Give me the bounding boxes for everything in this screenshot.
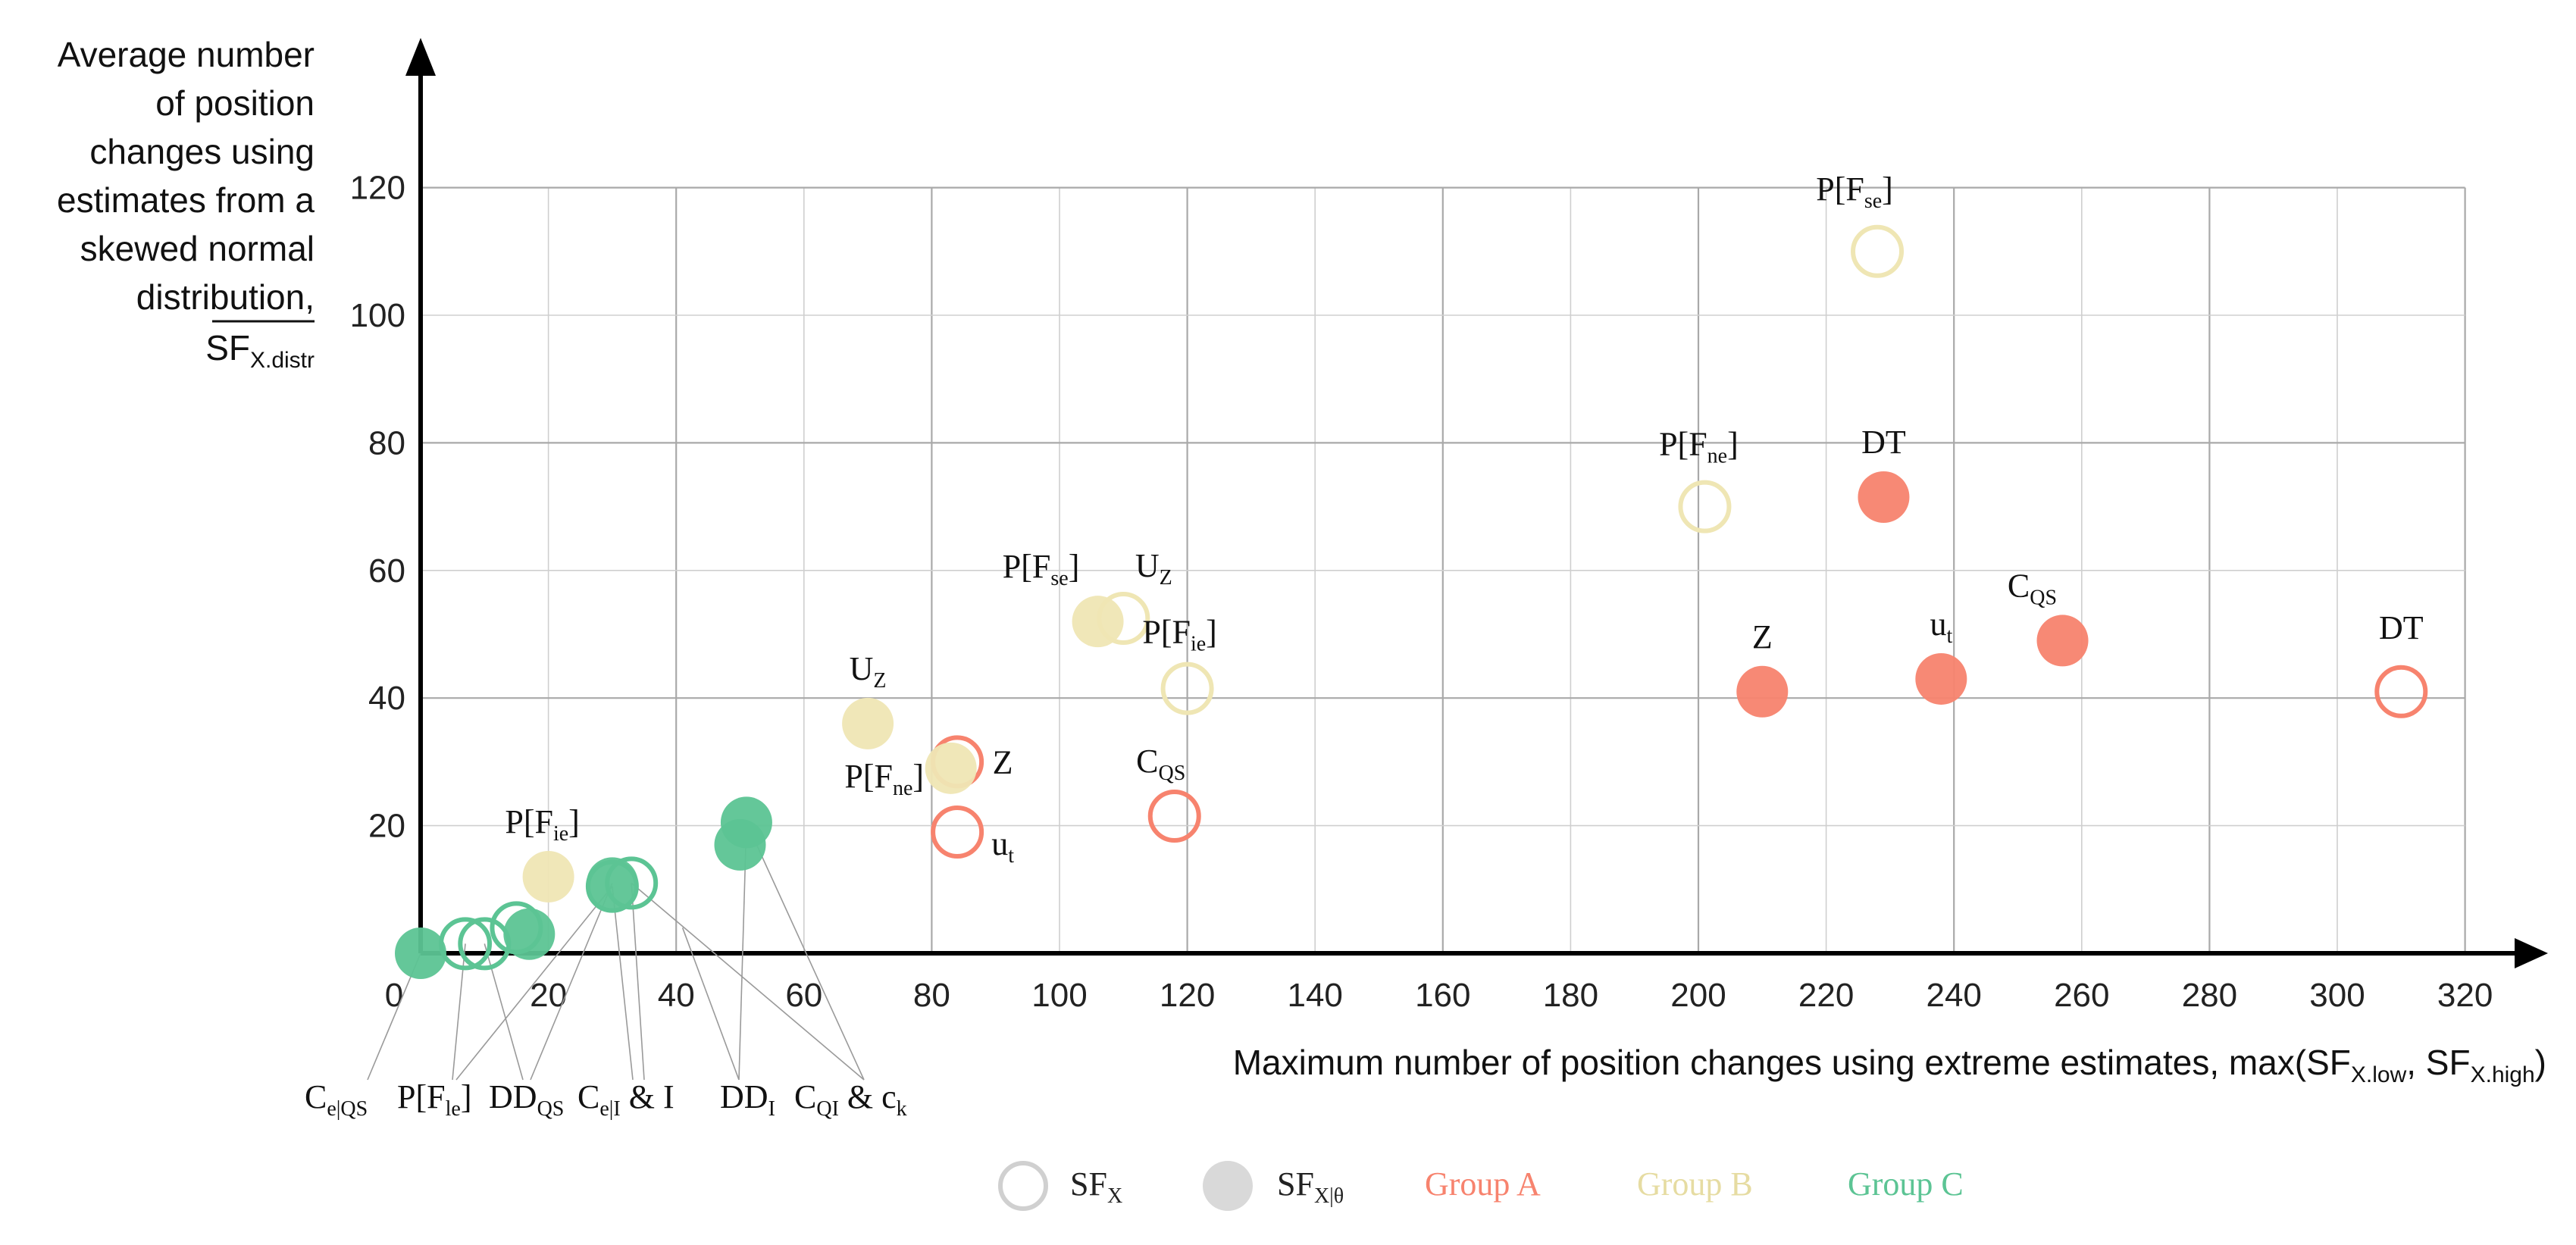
- y-tick-label-100: 100: [350, 297, 405, 334]
- callout-leader-3: [484, 943, 524, 1081]
- point-label-group-b-3: UZ: [1135, 547, 1172, 590]
- point-group-a-3: [1915, 652, 1967, 705]
- legend-sfxtheta-label: SFX|θ: [1277, 1165, 1344, 1208]
- point-label-group-b-2: P[Fie]: [1142, 614, 1216, 656]
- point-label-group-a-4: Z: [1752, 618, 1773, 655]
- x-tick-label-240: 240: [1926, 977, 1981, 1014]
- y-tick-label-60: 60: [368, 552, 405, 590]
- callout-leader-8: [681, 927, 740, 1081]
- axes: [405, 38, 2548, 968]
- point-label-group-a-6: Z: [993, 743, 1013, 780]
- point-label-group-a-1: DT: [1861, 424, 1906, 461]
- point-group-b-0: [1851, 224, 1905, 278]
- callout-label-ddqs: DDQS: [489, 1078, 564, 1121]
- y-axis-title-line-4: estimates from a: [57, 180, 315, 220]
- point-group-c-7: [586, 857, 638, 909]
- callout-label-ceqs: Ce|QS: [305, 1078, 368, 1121]
- x-tick-label-280: 280: [2182, 977, 2237, 1014]
- x-tick-label-0: 0: [385, 977, 403, 1014]
- x-axis-title: Maximum number of position changes using…: [1233, 1043, 2546, 1087]
- point-group-c-0: [395, 927, 446, 979]
- legend-group-a: Group A: [1425, 1165, 1541, 1203]
- x-tick-label-100: 100: [1031, 977, 1087, 1014]
- point-group-a-0: [2374, 665, 2428, 718]
- legend-group-b: Group B: [1637, 1165, 1753, 1203]
- point-group-b-4: [1072, 596, 1124, 648]
- y-axis-title-symbol: SFX.distr: [205, 328, 315, 373]
- point-label-group-b-6: P[Fne]: [844, 758, 924, 800]
- grid: [421, 186, 2466, 953]
- point-label-group-a-2: CQS: [2008, 567, 2057, 609]
- legend-open-marker: [998, 1161, 1048, 1211]
- legend-group-c: Group C: [1848, 1165, 1964, 1203]
- x-tick-label-320: 320: [2437, 977, 2493, 1014]
- point-labels: DT DT CQS ut Z CQS Zut P[Fse] P[Fne] P[Fie] UZ P[Fs…: [505, 170, 2423, 868]
- x-tick-label-120: 120: [1160, 977, 1215, 1014]
- x-tick-label-260: 260: [2054, 977, 2109, 1014]
- legend-sfx-label: SFX: [1070, 1165, 1122, 1208]
- callout-labels: Ce|QS P[Fle] DDQS Ce|I & I DDI CQI & ck: [305, 1078, 907, 1121]
- legend-filled-marker: [1203, 1161, 1253, 1211]
- y-axis-title-line-5: skewed normal: [80, 229, 315, 268]
- data-points: [395, 224, 2428, 979]
- point-group-b-5: [842, 697, 894, 749]
- point-label-group-a-3: ut: [1930, 605, 1952, 648]
- y-tick-label-40: 40: [368, 680, 405, 717]
- callout-leader-4: [530, 883, 613, 1081]
- y-axis-title-line-6: distribution,: [136, 277, 315, 317]
- y-tick-label-80: 80: [368, 424, 405, 461]
- x-tick-label-220: 220: [1798, 977, 1854, 1014]
- tick-labels: 0 20 40 60 80 100 120 140 160 180 200 220 240 260 280 3…: [350, 170, 2493, 1014]
- y-axis-title-line-3: changes using: [89, 132, 315, 171]
- callout-leader-lines: [367, 822, 865, 1081]
- callout-leader-2: [455, 886, 613, 1081]
- x-tick-label-140: 140: [1287, 977, 1342, 1014]
- x-tick-label-160: 160: [1415, 977, 1470, 1014]
- point-group-b-6: [925, 742, 977, 794]
- callout-leader-10: [746, 822, 865, 1081]
- x-tick-label-80: 80: [913, 977, 950, 1014]
- callout-leader-9: [631, 882, 865, 1081]
- y-tick-label-120: 120: [350, 170, 405, 207]
- point-group-c-4: [503, 908, 556, 960]
- point-group-a-7: [931, 805, 984, 859]
- x-tick-label-300: 300: [2309, 977, 2365, 1014]
- x-tick-label-60: 60: [785, 977, 822, 1014]
- callout-label-cqi: CQI & ck: [794, 1078, 907, 1121]
- y-axis-title: Average number of position changes using…: [57, 35, 315, 373]
- point-group-b-7: [522, 850, 574, 902]
- point-label-group-b-0: P[Fse]: [1816, 170, 1893, 213]
- callout-label-pfle: P[Fle]: [397, 1078, 471, 1121]
- point-group-c-1: [439, 917, 493, 971]
- x-tick-label-180: 180: [1543, 977, 1598, 1014]
- point-label-group-b-7: P[Fie]: [505, 803, 579, 846]
- point-group-b-1: [1678, 480, 1732, 533]
- y-axis-title-line-1: Average number: [58, 35, 315, 74]
- callout-label-cei: Ce|I & I: [577, 1078, 675, 1121]
- legend: SFX SFX|θ Group A Group B Group C: [998, 1161, 1964, 1211]
- point-label-group-b-4: P[Fse]: [1003, 548, 1080, 590]
- y-tick-label-20: 20: [368, 808, 405, 845]
- point-label-group-b-5: UZ: [850, 650, 887, 693]
- point-label-group-b-1: P[Fne]: [1659, 426, 1739, 468]
- point-group-a-1: [1858, 471, 1910, 523]
- point-label-group-a-0: DT: [2379, 609, 2424, 646]
- y-axis-arrow: [405, 38, 436, 76]
- x-axis-arrow: [2515, 938, 2548, 968]
- y-axis-title-line-2: of position: [155, 83, 315, 123]
- point-group-a-4: [1736, 665, 1789, 718]
- point-group-a-5: [1147, 789, 1201, 843]
- point-group-b-2: [1160, 662, 1214, 715]
- point-label-group-a-7: ut: [991, 825, 1014, 868]
- point-group-c-9: [720, 796, 772, 849]
- point-group-a-2: [2036, 615, 2089, 667]
- point-label-group-a-5: CQS: [1136, 743, 1185, 785]
- callout-label-ddi: DDI: [720, 1078, 775, 1121]
- callout-leader-5: [612, 886, 634, 1081]
- x-tick-label-40: 40: [658, 977, 695, 1014]
- x-tick-label-200: 200: [1670, 977, 1726, 1014]
- callout-leader-6: [631, 883, 645, 1081]
